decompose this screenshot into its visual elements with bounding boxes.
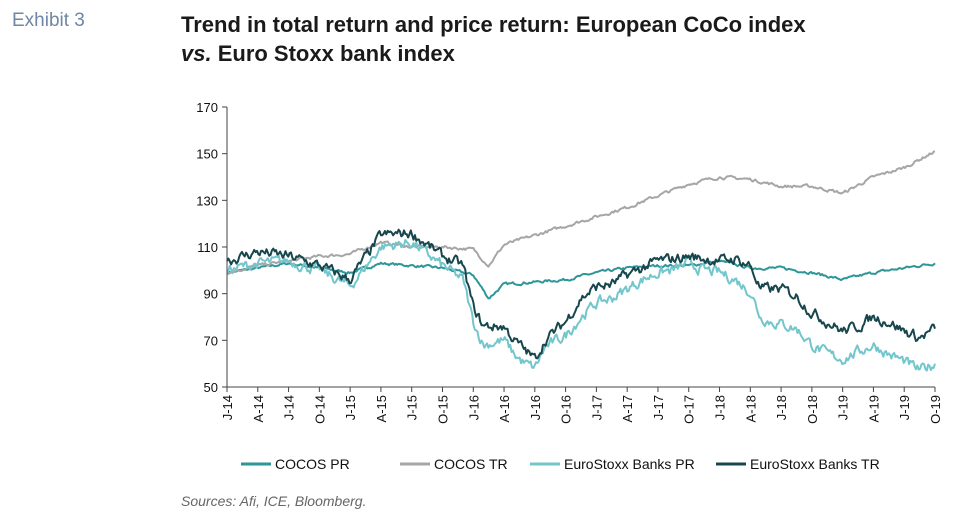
x-tick-label: J-16 <box>528 395 543 420</box>
x-tick-label: A-19 <box>866 395 881 422</box>
x-tick-label: J-17 <box>589 395 604 420</box>
chart-canvas: 50 70 90 110 130 150 170 J-14 A-14 J-14 O-14 J-15 A-… <box>196 100 943 472</box>
x-tick-label: J-15 <box>343 395 358 420</box>
x-tick-label: J-18 <box>774 395 789 420</box>
x-tick-label: J-16 <box>466 395 481 420</box>
y-tick-label: 130 <box>196 193 218 208</box>
legend: COCOS PR COCOS TR EuroStoxx Banks PR EuroSt… <box>241 456 880 472</box>
title-line-1: Trend in total return and price return: … <box>181 12 806 37</box>
legend-label-stoxx-pr: EuroStoxx Banks PR <box>564 456 695 472</box>
y-tick-label: 70 <box>204 333 218 348</box>
title-vs: vs. <box>181 41 212 66</box>
x-tick-label: J-15 <box>405 395 420 420</box>
title-line-2: Euro Stoxx bank index <box>211 41 455 66</box>
series-line-stoxx-pr <box>226 239 936 372</box>
series-line-cocos-pr <box>226 259 936 300</box>
x-tick-label: O-16 <box>559 395 574 424</box>
x-tick-label: J-19 <box>836 395 851 420</box>
y-tick-label: 90 <box>204 287 218 302</box>
legend-label-stoxx-tr: EuroStoxx Banks TR <box>750 456 880 472</box>
x-tick-label: A-17 <box>620 395 635 422</box>
legend-label-cocos-pr: COCOS PR <box>275 456 350 472</box>
legend-label-cocos-tr: COCOS TR <box>434 456 508 472</box>
x-tick-label: O-19 <box>928 395 943 424</box>
series-layer <box>226 150 936 372</box>
series-line-cocos-tr <box>227 150 936 275</box>
x-tick-label: A-15 <box>374 395 389 422</box>
x-tick-label: O-17 <box>682 395 697 424</box>
y-tick-label: 150 <box>196 147 218 162</box>
y-tick-label: 170 <box>196 100 218 115</box>
x-tick-label: J-19 <box>897 395 912 420</box>
x-tick-label: J-18 <box>713 395 728 420</box>
x-tick-label: O-14 <box>312 395 327 424</box>
y-tick-label: 110 <box>197 240 218 255</box>
x-tick-label: J-17 <box>651 395 666 420</box>
x-tick-label: O-18 <box>805 395 820 424</box>
chart-title: Trend in total return and price return: … <box>181 10 806 68</box>
exhibit-label: Exhibit 3 <box>12 10 85 31</box>
x-tick-label: J-14 <box>220 395 235 420</box>
series-line-stoxx-tr <box>226 228 936 360</box>
x-tick-label: A-14 <box>251 395 266 422</box>
x-tick-label: A-16 <box>497 395 512 422</box>
x-tick-label: A-18 <box>743 395 758 422</box>
x-tick-label: O-15 <box>435 395 450 424</box>
axis-layer: 50 70 90 110 130 150 170 J-14 A-14 J-14 O-14 J-15 A-… <box>196 100 943 424</box>
source-note: Sources: Afi, ICE, Bloomberg. <box>181 493 367 509</box>
x-tick-label: J-14 <box>282 395 297 420</box>
y-tick-label: 50 <box>204 380 218 395</box>
